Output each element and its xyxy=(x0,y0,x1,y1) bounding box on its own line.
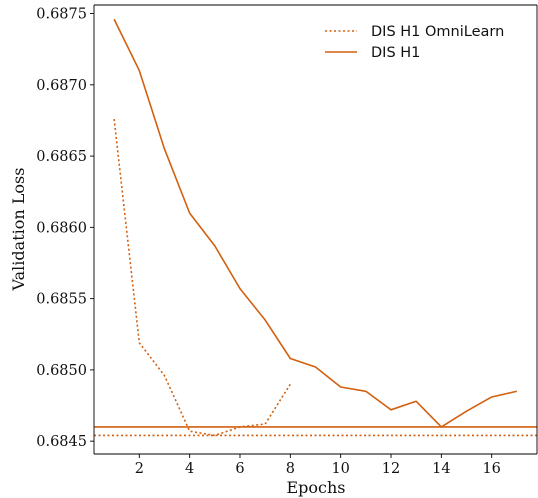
legend-label-dis-h1-omnilearn: DIS H1 OmniLearn xyxy=(371,24,504,40)
x-axis-label: Epochs xyxy=(286,478,345,497)
legend-label-dis-h1: DIS H1 xyxy=(371,45,420,61)
x-tick-label: 12 xyxy=(382,461,400,477)
x-tick-label: 8 xyxy=(286,461,295,477)
y-tick-label: 0.6860 xyxy=(36,220,87,236)
y-tick-label: 0.6855 xyxy=(36,292,87,308)
series-line-dis-h1 xyxy=(113,18,518,428)
series-line-dis-h1-omnilearn xyxy=(113,118,292,437)
axes-layer: 2 4 6 8 10 12 14 16 0.6845 0.6850 0.6855 0.6860 0.68… xyxy=(36,4,538,477)
x-tick-label: 2 xyxy=(135,461,144,477)
y-tick-label: 0.6870 xyxy=(36,78,87,94)
y-tick-label: 0.6875 xyxy=(36,7,87,23)
x-tick-label: 4 xyxy=(185,461,194,477)
y-tick-label: 0.6850 xyxy=(36,363,87,379)
x-tick-label: 14 xyxy=(432,461,450,477)
series-layer xyxy=(94,18,537,437)
y-tick-label: 0.6845 xyxy=(36,434,87,450)
x-tick-label: 6 xyxy=(235,461,244,477)
legend: DIS H1 OmniLearn DIS H1 xyxy=(325,24,504,61)
x-tick-label: 10 xyxy=(331,461,349,477)
plot-area xyxy=(94,5,537,454)
x-tick-label: 16 xyxy=(482,461,500,477)
y-axis-label: Validation Loss xyxy=(9,168,28,292)
y-tick-label: 0.6865 xyxy=(36,149,87,165)
